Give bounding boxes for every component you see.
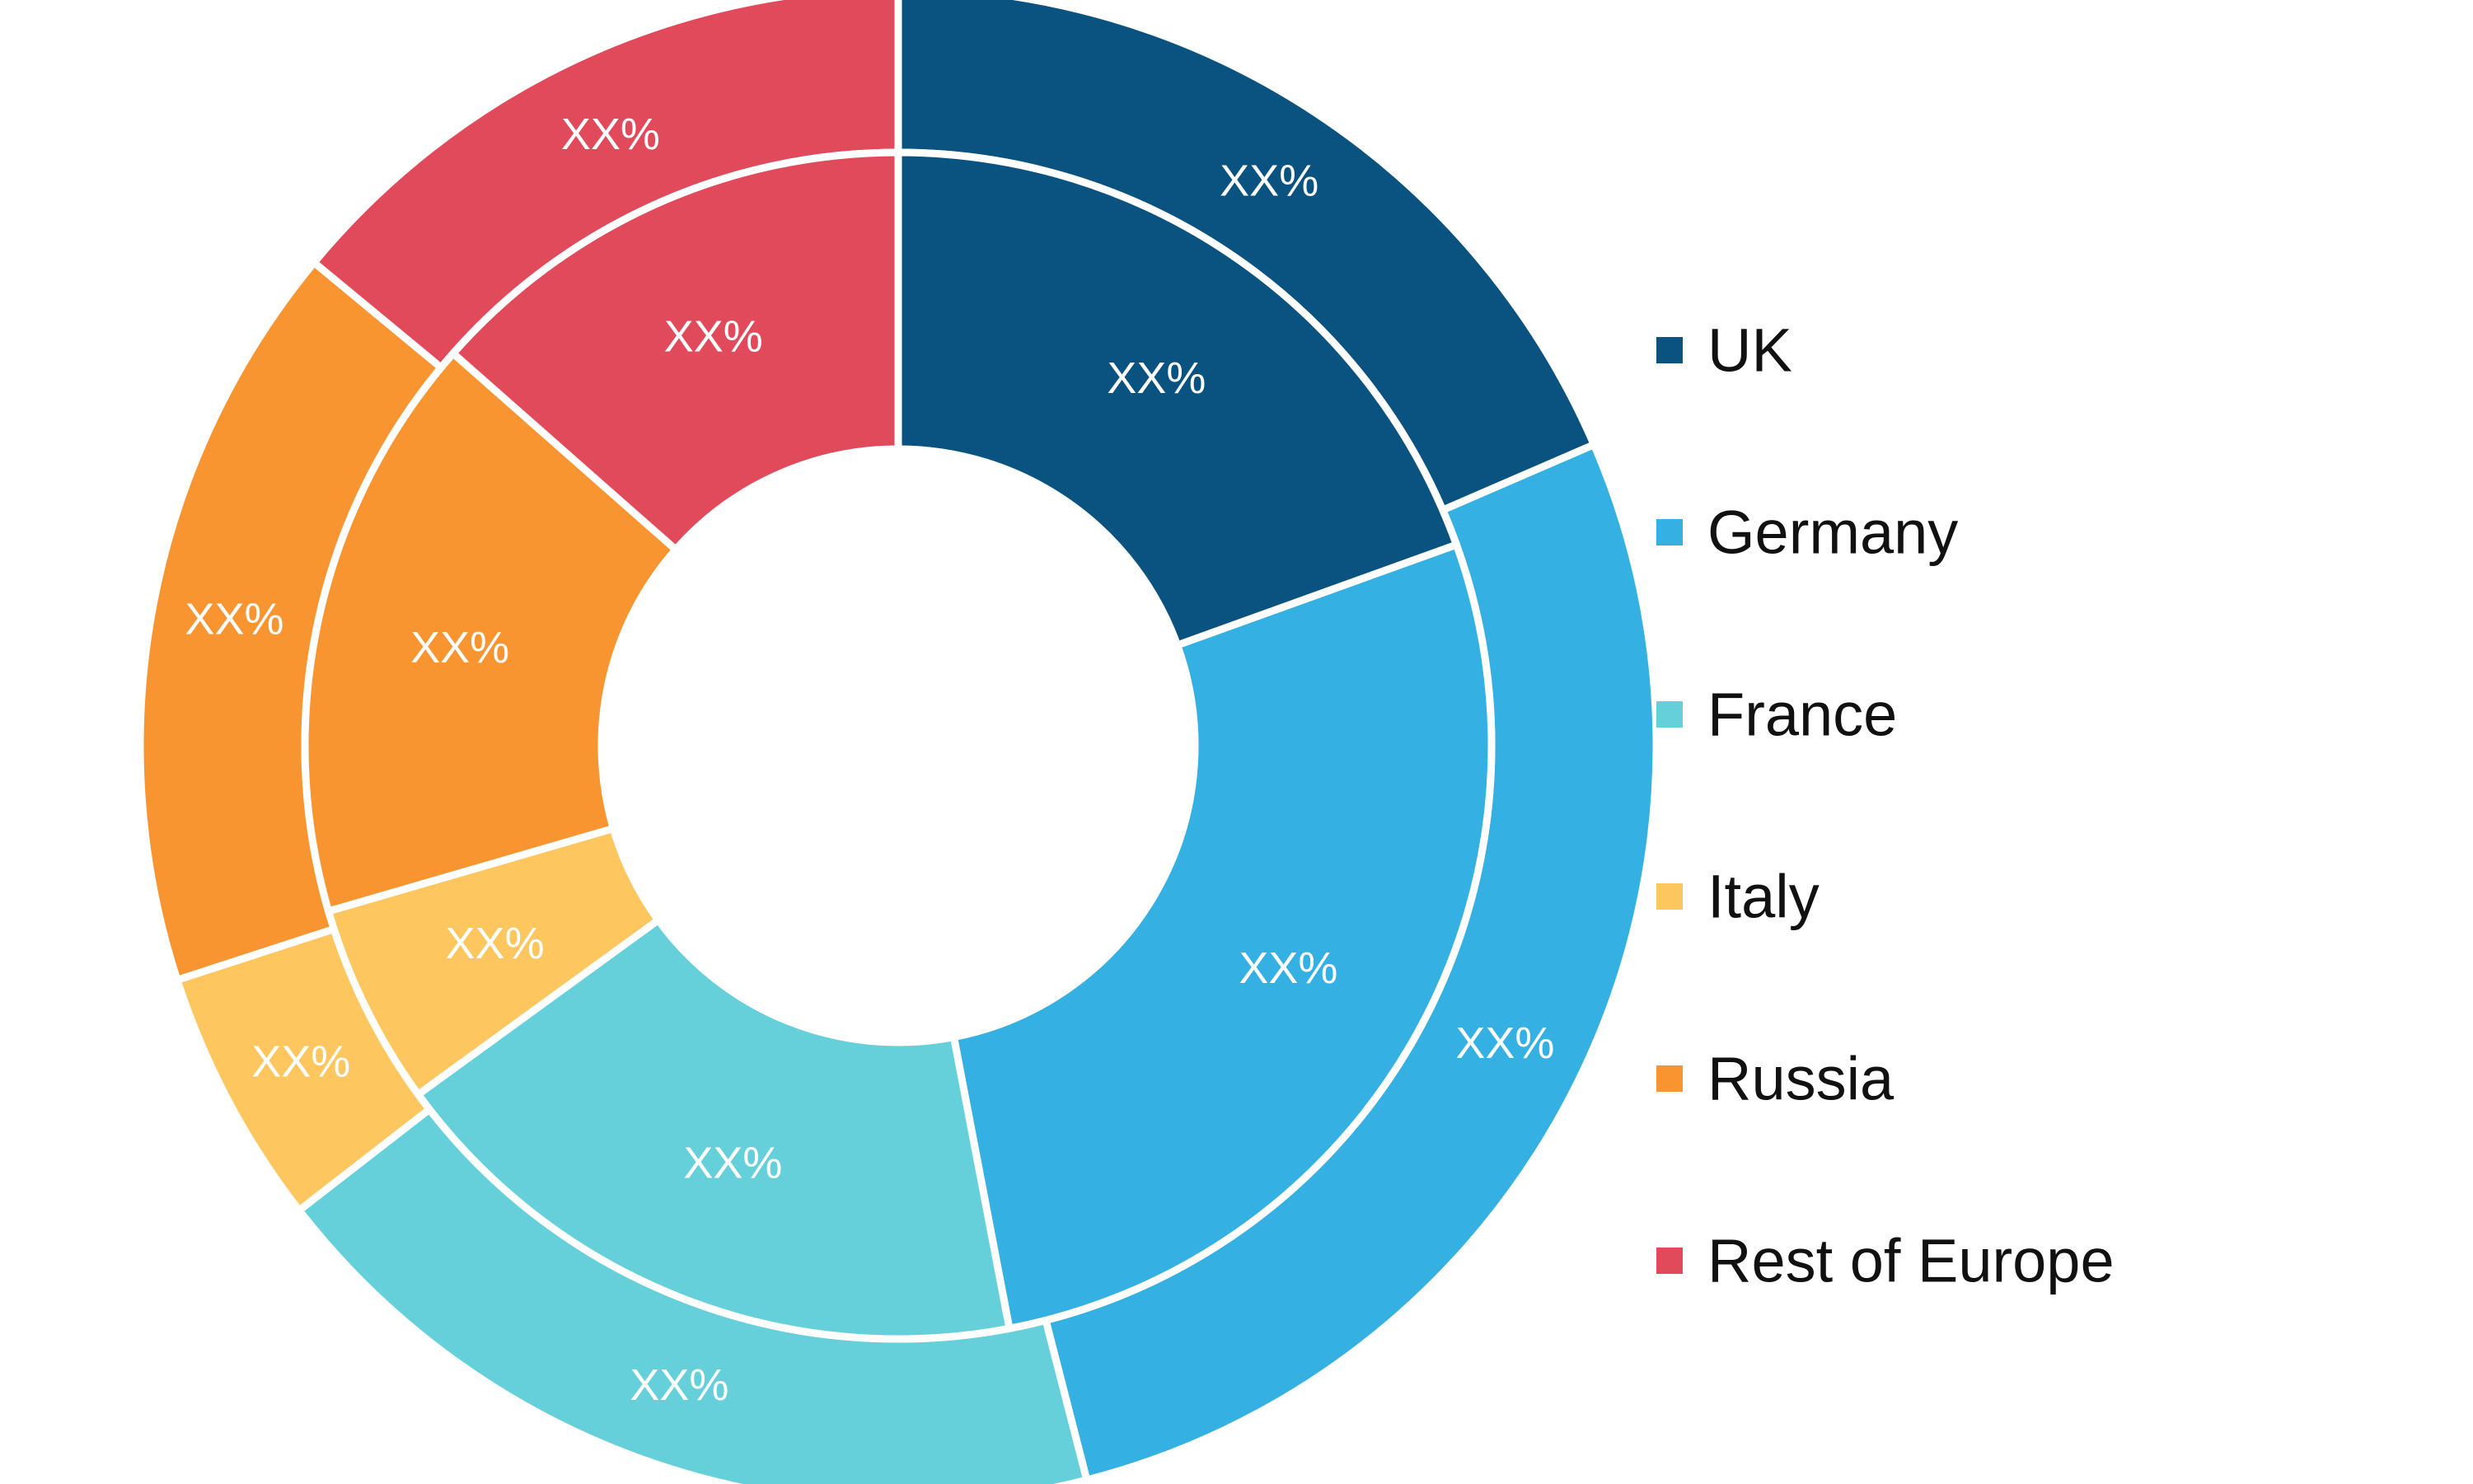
inner-label-germany: XX% (1239, 943, 1337, 993)
legend-item-russia: Russia (1656, 1045, 1895, 1113)
legend-item-italy: Italy (1656, 863, 1820, 931)
legend-label-france: France (1707, 681, 1897, 749)
inner-label-uk: XX% (1107, 353, 1206, 403)
outer-ring (136, 0, 1660, 1484)
inner-ring (301, 148, 1496, 1343)
outer-label-france: XX% (630, 1360, 728, 1410)
outer-label-germany: XX% (1455, 1018, 1554, 1068)
legend-item-rest-of-europe: Rest of Europe (1656, 1227, 2115, 1295)
legend-label-germany: Germany (1707, 499, 1958, 567)
legend-label-uk: UK (1707, 316, 1792, 385)
legend-label-russia: Russia (1707, 1045, 1895, 1113)
outer-label-uk: XX% (1220, 157, 1318, 206)
legend-item-uk: UK (1656, 316, 1792, 385)
legend-swatch-germany (1656, 519, 1683, 545)
legend-item-germany: Germany (1656, 499, 1958, 567)
inner-label-france: XX% (683, 1139, 782, 1188)
inner-label-italy: XX% (446, 919, 545, 968)
inner-slice-uk (894, 148, 1462, 650)
legend-label-italy: Italy (1707, 863, 1820, 931)
outer-label-italy: XX% (251, 1037, 350, 1087)
inner-label-russia: XX% (410, 623, 509, 672)
inner-slice-germany (949, 540, 1496, 1333)
legend-label-rest-of-europe: Rest of Europe (1707, 1227, 2115, 1295)
inner-label-rest-of-europe: XX% (664, 311, 763, 361)
inner-slice-france (413, 915, 1014, 1343)
outer-label-russia: XX% (185, 594, 283, 644)
legend: UK Germany France Italy Russia Rest of Europe (1656, 316, 2115, 1295)
outer-label-rest-of-europe: XX% (561, 110, 660, 159)
legend-item-france: France (1656, 681, 1897, 749)
inner-slice-rest-of-europe (447, 148, 902, 555)
legend-swatch-rest-of-europe (1656, 1248, 1683, 1274)
slice-labels: XX% XX% XX% XX% XX% XX% XX% XX% XX% XX% XX% XX% (185, 110, 1554, 1410)
legend-swatch-france (1656, 701, 1683, 728)
legend-swatch-russia (1656, 1065, 1683, 1092)
legend-swatch-italy (1656, 883, 1683, 910)
inner-slice-russia (301, 348, 681, 916)
legend-swatch-uk (1656, 337, 1683, 363)
